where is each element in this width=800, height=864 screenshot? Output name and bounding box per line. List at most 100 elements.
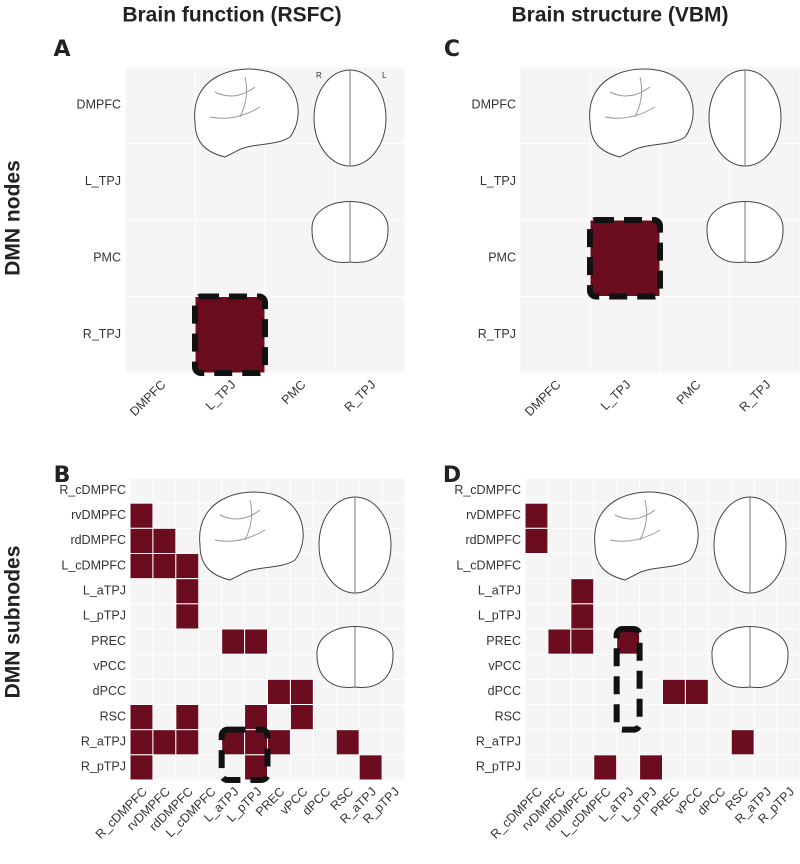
brain-illustration bbox=[706, 201, 784, 264]
row-title: DMN subnodes bbox=[2, 546, 25, 699]
row-label: L_TPJ bbox=[85, 174, 121, 188]
row-label: RSC bbox=[495, 709, 521, 723]
matrix-cell bbox=[267, 729, 291, 756]
matrix-cell bbox=[524, 527, 549, 554]
row-label: L_cDMPFC bbox=[456, 558, 521, 572]
brain-sulcus bbox=[604, 76, 656, 119]
matrix-cell bbox=[335, 729, 360, 756]
column-label: R_TPJ bbox=[342, 378, 379, 415]
matrix-cell bbox=[244, 628, 268, 655]
row-label: rdDMPFC bbox=[70, 533, 126, 547]
row-label: rdDMPFC bbox=[465, 533, 521, 547]
brain-outline bbox=[194, 68, 299, 158]
matrix-cell bbox=[267, 678, 291, 705]
row-label: PREC bbox=[91, 634, 126, 648]
matrix-cell bbox=[152, 527, 177, 554]
row-label: L_cDMPFC bbox=[61, 558, 126, 572]
brain-illustration bbox=[199, 491, 304, 581]
column-label: R_TPJ bbox=[737, 378, 774, 415]
matrix-cell bbox=[570, 603, 595, 630]
highlight-box bbox=[218, 726, 271, 784]
row-label: dPCC bbox=[488, 684, 521, 698]
row-label: R_pTPJ bbox=[81, 760, 126, 774]
panel-letter: A bbox=[53, 37, 70, 62]
row-label: R_aTPJ bbox=[81, 735, 126, 749]
row-title: DMN nodes bbox=[2, 160, 25, 276]
row-label: L_pTPJ bbox=[478, 609, 521, 623]
brain-outline bbox=[589, 68, 694, 158]
matrix-cell bbox=[684, 678, 709, 705]
brain-illustration bbox=[589, 68, 694, 158]
row-label: DMPFC bbox=[472, 98, 516, 112]
matrix-cell bbox=[570, 628, 595, 655]
brain-illustration bbox=[708, 69, 782, 167]
brain-illustration bbox=[318, 496, 392, 594]
matrix-cell bbox=[152, 553, 177, 580]
column-title: Brain structure (VBM) bbox=[511, 4, 728, 27]
row-label: R_cDMPFC bbox=[59, 483, 126, 497]
matrix-cell bbox=[639, 754, 663, 781]
panel-letter: B bbox=[54, 463, 71, 488]
row-label: L_TPJ bbox=[480, 174, 516, 188]
column-label: PMC bbox=[279, 378, 309, 408]
brain-illustration bbox=[313, 69, 387, 167]
highlight-box bbox=[613, 626, 643, 733]
brain-outline bbox=[199, 491, 304, 581]
matrix-cell bbox=[289, 704, 314, 731]
brain-illustration bbox=[711, 626, 789, 689]
matrix-cell bbox=[194, 296, 266, 374]
matrix-cell bbox=[175, 603, 200, 630]
row-label: R_TPJ bbox=[83, 327, 121, 341]
highlight-box bbox=[587, 217, 663, 300]
row-label: L_aTPJ bbox=[478, 584, 521, 598]
matrix-cell bbox=[175, 553, 200, 580]
column-label: L_TPJ bbox=[203, 378, 238, 413]
row-label: R_cDMPFC bbox=[454, 483, 521, 497]
matrix-cell bbox=[358, 754, 383, 781]
brain-sulcus bbox=[214, 499, 266, 542]
matrix-cell bbox=[129, 754, 154, 781]
hemisphere-label: R bbox=[316, 71, 322, 80]
matrix-cell bbox=[129, 553, 154, 580]
row-label: rvDMPFC bbox=[71, 508, 126, 522]
matrix-cell bbox=[129, 704, 154, 731]
row-label: RSC bbox=[100, 709, 126, 723]
matrix-cell bbox=[175, 578, 200, 605]
matrix-cell bbox=[129, 527, 154, 554]
row-label: PMC bbox=[93, 251, 121, 265]
hemisphere-label: L bbox=[382, 71, 387, 80]
matrix-cell bbox=[730, 729, 755, 756]
row-label: vPCC bbox=[93, 659, 126, 673]
row-label: DMPFC bbox=[77, 98, 121, 112]
row-label: PREC bbox=[486, 634, 521, 648]
row-label: dPCC bbox=[93, 684, 126, 698]
panel-letter: C bbox=[444, 37, 460, 62]
matrix-cell bbox=[152, 729, 177, 756]
brain-illustration bbox=[194, 68, 299, 158]
matrix-cell bbox=[221, 628, 246, 655]
brain-illustration bbox=[311, 201, 389, 264]
highlight-box bbox=[192, 293, 268, 376]
column-label: DMPFC bbox=[522, 378, 563, 419]
brain-sulcus bbox=[609, 499, 661, 542]
matrix-cell bbox=[175, 704, 200, 731]
matrix-cell bbox=[589, 219, 661, 297]
row-label: R_aTPJ bbox=[476, 735, 521, 749]
row-label: rvDMPFC bbox=[466, 508, 521, 522]
brain-outline bbox=[594, 491, 699, 581]
column-label: L_TPJ bbox=[598, 378, 633, 413]
column-title: Brain function (RSFC) bbox=[122, 4, 341, 27]
row-label: R_pTPJ bbox=[476, 760, 521, 774]
matrix-cell bbox=[570, 578, 595, 605]
column-label: PMC bbox=[674, 378, 704, 408]
matrix-cell bbox=[289, 678, 314, 705]
matrix-cell bbox=[662, 678, 686, 705]
matrix-cell bbox=[129, 729, 154, 756]
brain-illustration bbox=[594, 491, 699, 581]
row-label: vPCC bbox=[488, 659, 521, 673]
matrix-cell bbox=[244, 704, 268, 731]
matrix-cell bbox=[593, 754, 618, 781]
matrix-cell bbox=[524, 502, 549, 529]
brain-sulcus bbox=[209, 76, 261, 119]
